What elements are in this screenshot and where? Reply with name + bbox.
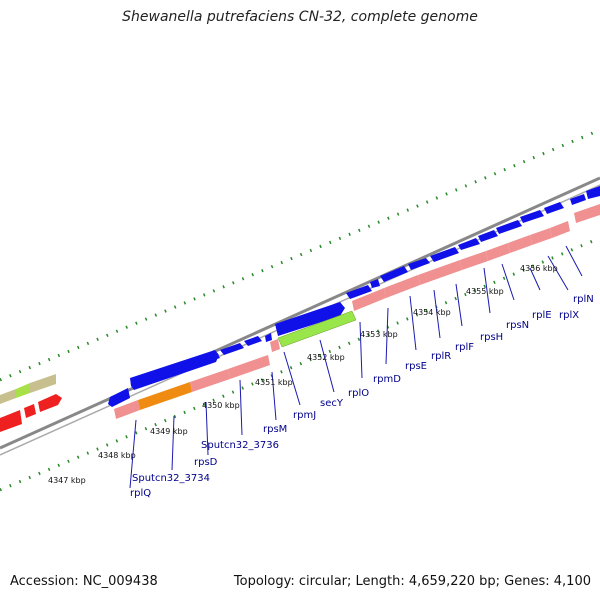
kbp-labels: 4347 kbp 4348 kbp 4349 kbp 4350 kbp 4351… [48, 264, 558, 485]
gene-label-rpmD: rpmD [373, 374, 401, 385]
gene-label-rplO: rplO [348, 388, 369, 399]
label-connectors [129, 245, 583, 489]
kbp-label: 4352 kbp [307, 353, 345, 362]
backbone-outer [0, 176, 600, 450]
inner-tick-band [0, 236, 600, 492]
gene-label-sputcn32-3736: Sputcn32_3736 [201, 440, 279, 451]
gene-label-rplQ: rplQ [130, 488, 151, 499]
secY-highlight [277, 310, 357, 348]
kbp-label: 4355 kbp [466, 287, 504, 296]
topology-label: Topology: circular; Length: 4,659,220 bp… [233, 574, 591, 589]
gene-label-sputcn32-3734: Sputcn32_3734 [132, 473, 210, 484]
kbp-label: 4351 kbp [255, 378, 293, 387]
forward-cds-track[interactable] [108, 186, 600, 407]
reverse-cds-track[interactable] [114, 204, 600, 419]
kbp-label: 4353 kbp [360, 330, 398, 339]
gene-label-rpmJ: rpmJ [293, 410, 316, 421]
kbp-label: 4354 kbp [413, 308, 451, 317]
kbp-label: 4350 kbp [202, 401, 240, 410]
gene-label-rpsH: rpsH [480, 332, 503, 343]
gene-label-rpsE: rpsE [405, 361, 427, 372]
kbp-label: 4347 kbp [48, 476, 86, 485]
kbp-label: 4348 kbp [98, 451, 136, 460]
accession-label: Accession: NC_009438 [10, 574, 158, 589]
gene-label-secY: secY [320, 398, 344, 409]
left-features[interactable] [0, 374, 62, 432]
gene-label-rplN: rplN [573, 294, 594, 305]
gene-label-rpsN: rpsN [506, 320, 529, 331]
gene-label-rpsM: rpsM [263, 424, 287, 435]
map-title: Shewanella putrefaciens CN-32, complete … [122, 9, 478, 25]
kbp-label: 4356 kbp [520, 264, 558, 273]
outer-tick-band [0, 128, 600, 382]
gene-label-rplR: rplR [431, 351, 451, 362]
gene-labels: rplQ Sputcn32_3734 rpsD Sputcn32_3736 rp… [130, 294, 594, 499]
gene-label-rpsD: rpsD [194, 457, 218, 468]
kbp-label: 4349 kbp [150, 427, 188, 436]
gene-label-rplF: rplF [455, 342, 474, 353]
gene-label-rplE: rplE [532, 310, 552, 321]
gene-label-rplX: rplX [559, 310, 579, 321]
